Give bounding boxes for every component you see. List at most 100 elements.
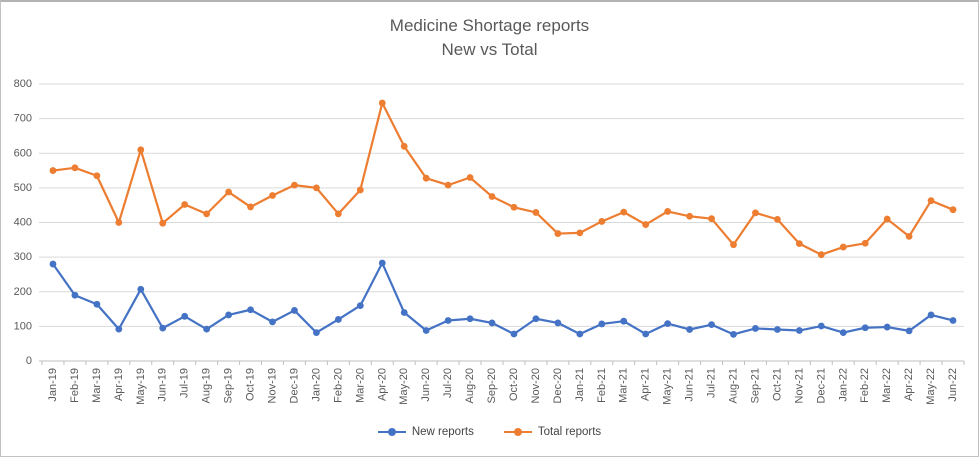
data-point-marker bbox=[642, 330, 650, 338]
data-point-marker bbox=[378, 99, 386, 107]
x-axis-tick-label: Mar-22 bbox=[881, 368, 893, 403]
data-point-marker bbox=[334, 316, 342, 323]
x-axis-tick-label: Dec-20 bbox=[552, 368, 564, 403]
data-point-marker bbox=[93, 300, 101, 308]
data-point-marker bbox=[334, 210, 342, 218]
data-point-marker bbox=[752, 325, 759, 332]
x-axis-tick-label: Feb-20 bbox=[332, 368, 344, 403]
data-point-marker bbox=[883, 215, 891, 223]
data-point-marker bbox=[598, 218, 606, 225]
data-point-marker bbox=[598, 320, 606, 328]
legend-label: Total reports bbox=[537, 426, 602, 438]
data-point-marker bbox=[137, 146, 145, 154]
x-axis-tick-label: Mar-20 bbox=[354, 368, 366, 403]
data-point-marker bbox=[861, 324, 869, 332]
data-point-marker bbox=[905, 232, 913, 240]
x-axis-tick-label: Oct-20 bbox=[508, 368, 520, 401]
data-point-marker bbox=[247, 306, 254, 314]
data-point-marker bbox=[313, 329, 320, 337]
data-point-marker bbox=[203, 210, 211, 218]
data-point-marker bbox=[817, 251, 825, 259]
data-point-marker bbox=[510, 330, 518, 338]
x-axis-tick-label: Nov-21 bbox=[793, 368, 805, 403]
data-point-marker bbox=[795, 327, 803, 334]
x-axis-tick-label: Sep-21 bbox=[749, 368, 761, 403]
data-point-marker bbox=[488, 193, 496, 200]
x-axis-tick-label: Apr-21 bbox=[640, 368, 652, 401]
x-axis-tick-label: Jan-19 bbox=[47, 368, 59, 402]
data-point-marker bbox=[356, 302, 364, 309]
chart-title-line-1: Medicine Shortage reports bbox=[389, 16, 590, 35]
data-point-marker bbox=[313, 184, 320, 192]
data-point-marker bbox=[752, 209, 759, 217]
x-axis-tick-label: Feb-21 bbox=[596, 368, 608, 403]
x-axis-tick-label: Mar-21 bbox=[618, 368, 630, 403]
data-point-marker bbox=[225, 311, 232, 319]
data-point-marker bbox=[378, 259, 386, 267]
x-axis-tick-label: Sep-19 bbox=[223, 368, 235, 403]
series-line bbox=[52, 261, 954, 336]
x-axis-tick-label: Jun-21 bbox=[684, 368, 696, 402]
x-axis-tick-label: Feb-19 bbox=[69, 368, 81, 403]
x-axis-tick-label: Nov-19 bbox=[267, 368, 279, 403]
data-point-marker bbox=[291, 307, 298, 314]
data-point-marker bbox=[620, 208, 628, 216]
data-point-marker bbox=[291, 181, 298, 189]
data-point-marker bbox=[510, 203, 518, 211]
data-point-marker bbox=[664, 320, 672, 328]
data-point-marker bbox=[532, 315, 540, 323]
x-axis-tick-label: Aug-19 bbox=[201, 368, 213, 403]
data-point-marker bbox=[400, 309, 408, 316]
data-point-marker bbox=[839, 243, 847, 251]
series-total-reports bbox=[49, 99, 957, 259]
x-axis-tick-label: May-20 bbox=[398, 368, 410, 405]
x-axis-tick-label: Jul-21 bbox=[706, 368, 718, 398]
x-axis-tick-label: Jan-21 bbox=[574, 368, 586, 402]
data-point-marker bbox=[422, 174, 430, 182]
data-point-marker bbox=[444, 317, 452, 324]
data-point-marker bbox=[927, 197, 935, 205]
x-axis-tick-label: Jan-22 bbox=[837, 368, 849, 402]
data-point-marker bbox=[949, 317, 957, 324]
data-point-marker bbox=[422, 327, 430, 334]
x-axis-tick-label: Aug-21 bbox=[728, 368, 740, 403]
x-axis-tick-label: Apr-22 bbox=[903, 368, 915, 401]
data-point-marker bbox=[576, 229, 584, 237]
y-axis-tick-label: 500 bbox=[14, 182, 32, 194]
y-axis-tick-label: 400 bbox=[14, 217, 32, 229]
x-axis-tick-label: May-19 bbox=[135, 368, 147, 405]
data-point-marker bbox=[444, 181, 452, 189]
x-axis-tick-label: Aug-20 bbox=[464, 368, 476, 403]
chart-title: Medicine Shortage reports New vs Total bbox=[1, 14, 978, 62]
y-axis-tick-label: 0 bbox=[26, 355, 32, 367]
x-axis-tick-label: Oct-19 bbox=[245, 368, 257, 401]
x-axis-tick-label: Jun-22 bbox=[947, 368, 959, 402]
data-point-marker bbox=[927, 311, 935, 319]
data-point-marker bbox=[181, 312, 189, 320]
chart-legend: New reports Total reports bbox=[1, 426, 978, 438]
x-axis-tick-label: Apr-19 bbox=[113, 368, 125, 401]
data-point-marker bbox=[159, 324, 167, 332]
data-point-marker bbox=[839, 329, 847, 337]
data-point-marker bbox=[159, 219, 167, 227]
x-axis-tick-label: Apr-20 bbox=[376, 368, 388, 401]
data-point-marker bbox=[817, 322, 825, 330]
data-point-marker bbox=[949, 206, 957, 214]
data-point-marker bbox=[49, 167, 57, 174]
y-axis-tick-label: 300 bbox=[14, 251, 32, 263]
data-point-marker bbox=[708, 215, 715, 223]
x-axis-tick-label: May-22 bbox=[925, 368, 937, 405]
y-axis-tick-label: 200 bbox=[14, 286, 32, 298]
data-point-marker bbox=[488, 319, 496, 327]
y-axis-tick-label: 100 bbox=[14, 320, 32, 332]
x-axis-tick-label: Jan-20 bbox=[310, 368, 322, 402]
data-point-marker bbox=[620, 317, 628, 325]
y-axis-tick-label: 700 bbox=[14, 113, 32, 125]
series-new-reports bbox=[49, 259, 957, 338]
data-point-marker bbox=[576, 330, 584, 338]
data-point-marker bbox=[730, 330, 737, 338]
data-point-marker bbox=[774, 215, 781, 223]
data-point-marker bbox=[795, 240, 803, 248]
